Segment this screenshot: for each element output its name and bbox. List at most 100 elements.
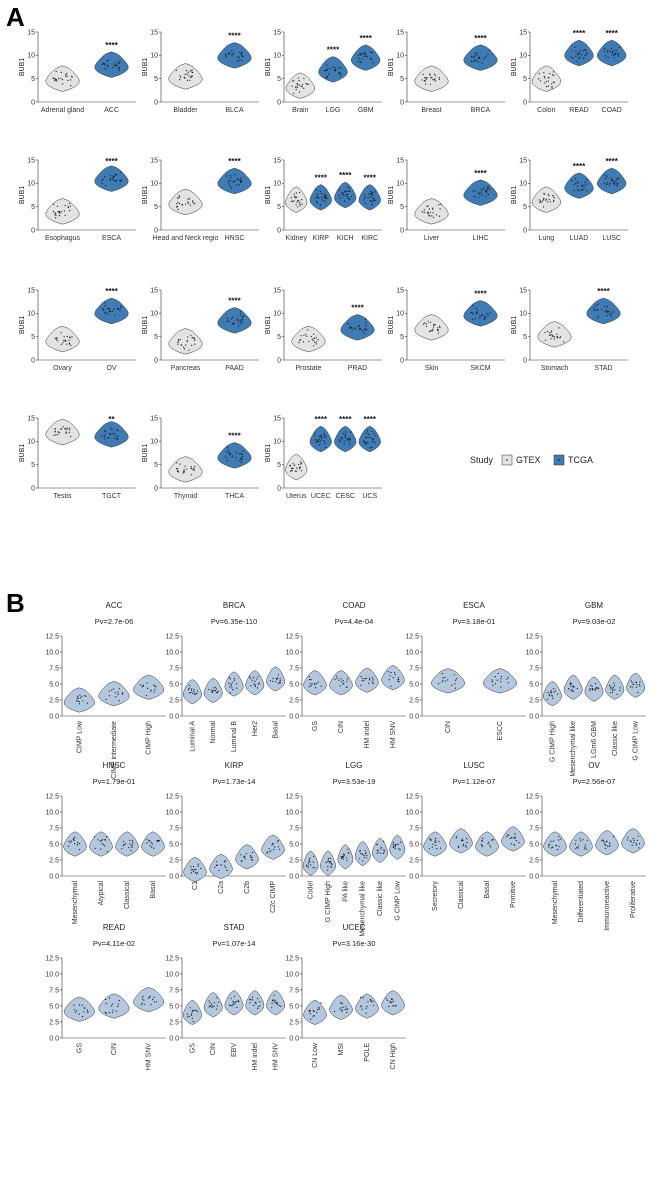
y-tick-label: 5.0 — [529, 841, 539, 848]
data-point — [432, 330, 434, 332]
violin — [501, 826, 525, 852]
data-point — [478, 197, 480, 199]
violin — [564, 172, 594, 199]
data-point — [236, 687, 238, 689]
data-point — [551, 695, 553, 697]
data-point — [229, 1004, 231, 1006]
data-point — [238, 57, 240, 59]
y-axis-label: BUB1 — [19, 58, 26, 76]
data-point — [383, 840, 385, 843]
data-point — [481, 194, 483, 196]
data-point — [371, 677, 373, 679]
x-tick-label: EBV — [231, 1043, 238, 1057]
data-point — [616, 693, 618, 696]
data-point — [291, 467, 293, 470]
y-tick-label: 5.0 — [289, 681, 299, 688]
data-point — [359, 327, 361, 329]
data-point — [189, 79, 191, 81]
data-point — [120, 179, 122, 181]
data-point — [327, 866, 329, 868]
data-point — [142, 685, 144, 687]
y-tick-label: 5 — [277, 204, 281, 211]
data-point — [576, 185, 579, 187]
y-tick-label: 5.0 — [409, 841, 419, 848]
data-point — [175, 69, 177, 71]
x-tick-label: HM indel — [252, 1043, 259, 1071]
x-tick-label: C2b — [244, 881, 251, 894]
data-point — [183, 348, 186, 350]
y-tick-label: 5.0 — [49, 681, 59, 688]
data-point — [472, 305, 474, 307]
data-point — [325, 196, 327, 198]
data-point — [349, 190, 351, 192]
data-point — [231, 681, 233, 683]
data-point — [309, 857, 311, 859]
data-point — [606, 182, 608, 184]
data-point — [183, 346, 185, 348]
data-point — [339, 1001, 341, 1003]
data-point — [325, 446, 327, 449]
data-point — [117, 693, 119, 695]
data-point — [380, 848, 382, 850]
data-point — [432, 79, 434, 81]
x-tick-label: HM SNV — [146, 1043, 153, 1071]
data-point — [178, 195, 180, 197]
data-point — [612, 311, 614, 313]
data-point — [612, 688, 614, 690]
data-point — [338, 73, 340, 75]
data-point — [326, 64, 328, 66]
data-point — [54, 337, 56, 339]
data-point — [64, 214, 66, 216]
y-tick-label: 5 — [154, 76, 158, 83]
data-point — [271, 1002, 273, 1004]
violin — [318, 56, 348, 83]
data-point — [371, 430, 373, 433]
data-point — [480, 314, 483, 316]
data-point — [486, 189, 488, 191]
data-point — [318, 1008, 320, 1010]
plot-title: STAD — [224, 923, 245, 932]
y-axis-label: BUB1 — [142, 186, 149, 204]
data-point — [394, 848, 396, 850]
data-point — [115, 174, 118, 176]
data-point — [228, 180, 230, 182]
data-point — [478, 57, 480, 59]
data-point — [607, 311, 609, 313]
data-point — [132, 842, 134, 844]
data-point — [331, 863, 333, 866]
data-point — [250, 856, 252, 858]
data-point — [344, 190, 346, 192]
data-point — [291, 469, 293, 471]
data-point — [476, 310, 479, 312]
data-point — [538, 199, 540, 201]
data-point — [363, 52, 365, 55]
y-axis-label: BUB1 — [388, 58, 395, 76]
data-point — [240, 453, 242, 455]
data-point — [366, 1005, 368, 1008]
data-point — [177, 340, 179, 342]
data-point — [300, 85, 302, 87]
data-point — [232, 1000, 234, 1002]
data-point — [618, 53, 620, 55]
data-point — [236, 1000, 238, 1002]
data-point — [584, 181, 586, 183]
data-point — [81, 1004, 83, 1006]
data-point — [359, 52, 361, 55]
data-point — [361, 1008, 363, 1010]
data-point — [365, 852, 367, 854]
data-point — [500, 675, 503, 678]
data-point — [324, 442, 326, 444]
data-point — [631, 682, 633, 684]
violin — [141, 831, 165, 857]
data-point — [233, 181, 235, 183]
y-tick-label: 10.0 — [405, 809, 419, 816]
data-point — [56, 340, 58, 342]
data-point — [342, 853, 345, 855]
data-point — [371, 51, 374, 54]
data-point — [612, 54, 614, 56]
data-point — [68, 343, 71, 345]
data-point — [153, 847, 155, 849]
